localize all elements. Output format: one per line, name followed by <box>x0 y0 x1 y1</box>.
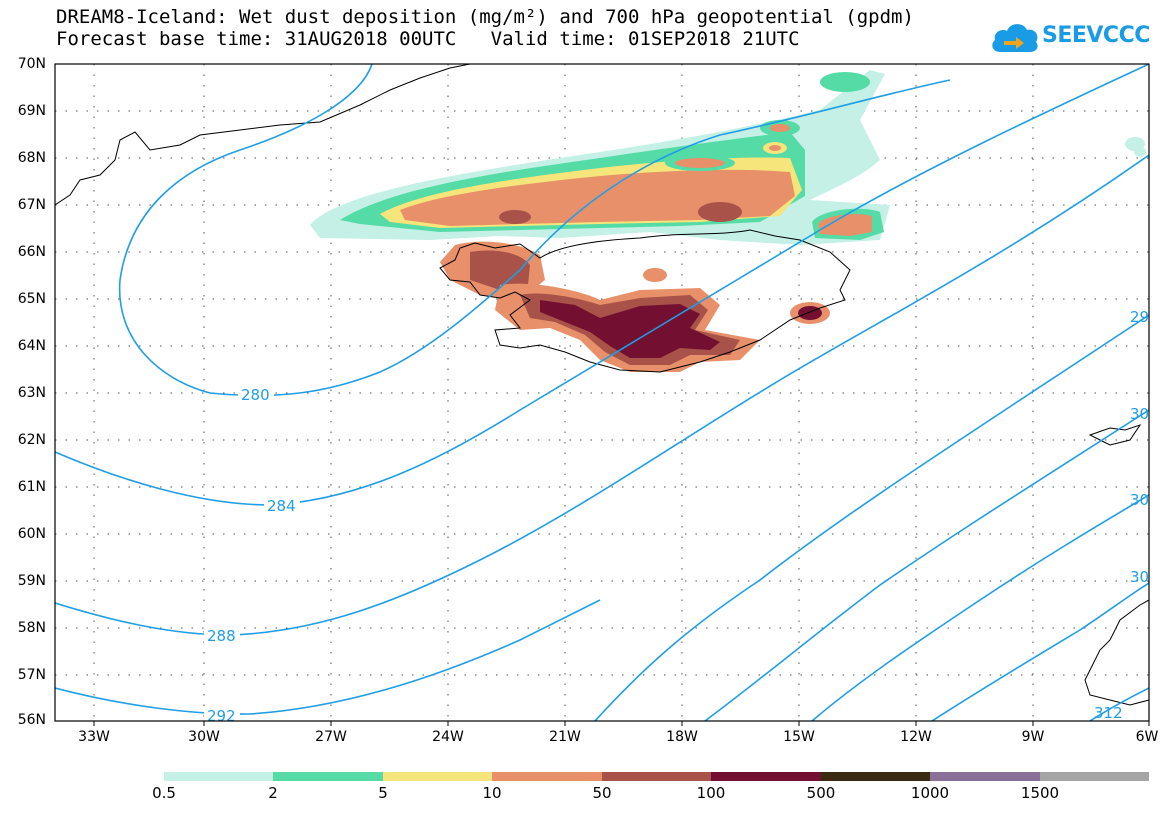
lat-label: 67N <box>17 197 46 213</box>
colorbar-label: 100 <box>696 784 726 802</box>
cloud-arrow-icon <box>992 24 1038 52</box>
colorbar-swatch <box>602 772 711 781</box>
lat-label: 56N <box>17 712 46 728</box>
axis-ticks <box>93 721 1150 726</box>
colorbar-label: 50 <box>592 784 612 802</box>
lat-label: 64N <box>17 338 46 354</box>
logo-text: SEEVCCC <box>1042 23 1150 48</box>
lat-label: 62N <box>17 432 46 448</box>
colorbar-label: 10 <box>482 784 502 802</box>
colorbar-label: 5 <box>378 784 388 802</box>
lon-label: 30W <box>188 729 220 745</box>
lat-label: 66N <box>17 244 46 260</box>
lat-label: 58N <box>17 620 46 636</box>
colorbar-swatch <box>711 772 821 781</box>
contour-label-30b: 30 <box>1130 491 1149 509</box>
contour-label-29: 29 <box>1130 308 1149 326</box>
plot-frame <box>54 63 1150 722</box>
lat-label: 69N <box>17 103 46 119</box>
map-subtitle: Forecast base time: 31AUG2018 00UTC Vali… <box>56 28 800 50</box>
lat-label: 68N <box>17 150 46 166</box>
colorbar-label: 1500 <box>1020 784 1060 802</box>
graticule <box>55 64 1149 721</box>
lat-label: 65N <box>17 291 46 307</box>
lat-label: 61N <box>17 479 46 495</box>
colorbar-swatch <box>930 772 1040 781</box>
colorbar-label: 1000 <box>910 784 950 802</box>
lon-label: 6W <box>1135 729 1159 745</box>
lat-label: 63N <box>17 385 46 401</box>
lon-label: 27W <box>315 729 347 745</box>
coastlines <box>55 64 1149 706</box>
lat-label: 59N <box>17 573 46 589</box>
lat-label: 57N <box>17 667 46 683</box>
colorbar-swatch <box>821 772 930 781</box>
contour-label-284: 284 <box>267 497 296 515</box>
colorbar-label: 0.5 <box>152 784 176 802</box>
colorbar-swatch <box>1040 772 1149 781</box>
dust-deposition-field <box>310 70 1146 372</box>
map-title: DREAM8-Iceland: Wet dust deposition (mg/… <box>56 6 914 28</box>
lon-label: 9W <box>1021 729 1045 745</box>
colorbar-swatch <box>492 772 602 781</box>
contour-label-292: 292 <box>207 707 236 725</box>
contour-label-312: 312 <box>1094 704 1123 722</box>
colorbar-swatch <box>383 772 492 781</box>
lon-label: 33W <box>78 729 110 745</box>
colorbar-swatch <box>164 772 273 781</box>
lat-label: 70N <box>17 56 46 72</box>
lat-label: 60N <box>17 526 46 542</box>
lon-label: 18W <box>666 729 698 745</box>
lon-label: 15W <box>783 729 815 745</box>
seevccc-logo: SEEVCCC <box>990 16 1150 60</box>
contour-label-288: 288 <box>207 627 236 645</box>
lon-label: 12W <box>900 729 932 745</box>
contour-label-280: 280 <box>241 386 270 404</box>
colorbar-label: 500 <box>806 784 836 802</box>
contour-label-30c: 30 <box>1130 568 1149 586</box>
contour-labels: 280 284 288 292 29 30 30 30 312 <box>204 308 1149 725</box>
colorbar-swatch <box>273 772 383 781</box>
contour-label-30a: 30 <box>1130 405 1149 423</box>
colorbar-label: 2 <box>268 784 278 802</box>
lon-label: 24W <box>432 729 464 745</box>
lon-label: 21W <box>549 729 581 745</box>
